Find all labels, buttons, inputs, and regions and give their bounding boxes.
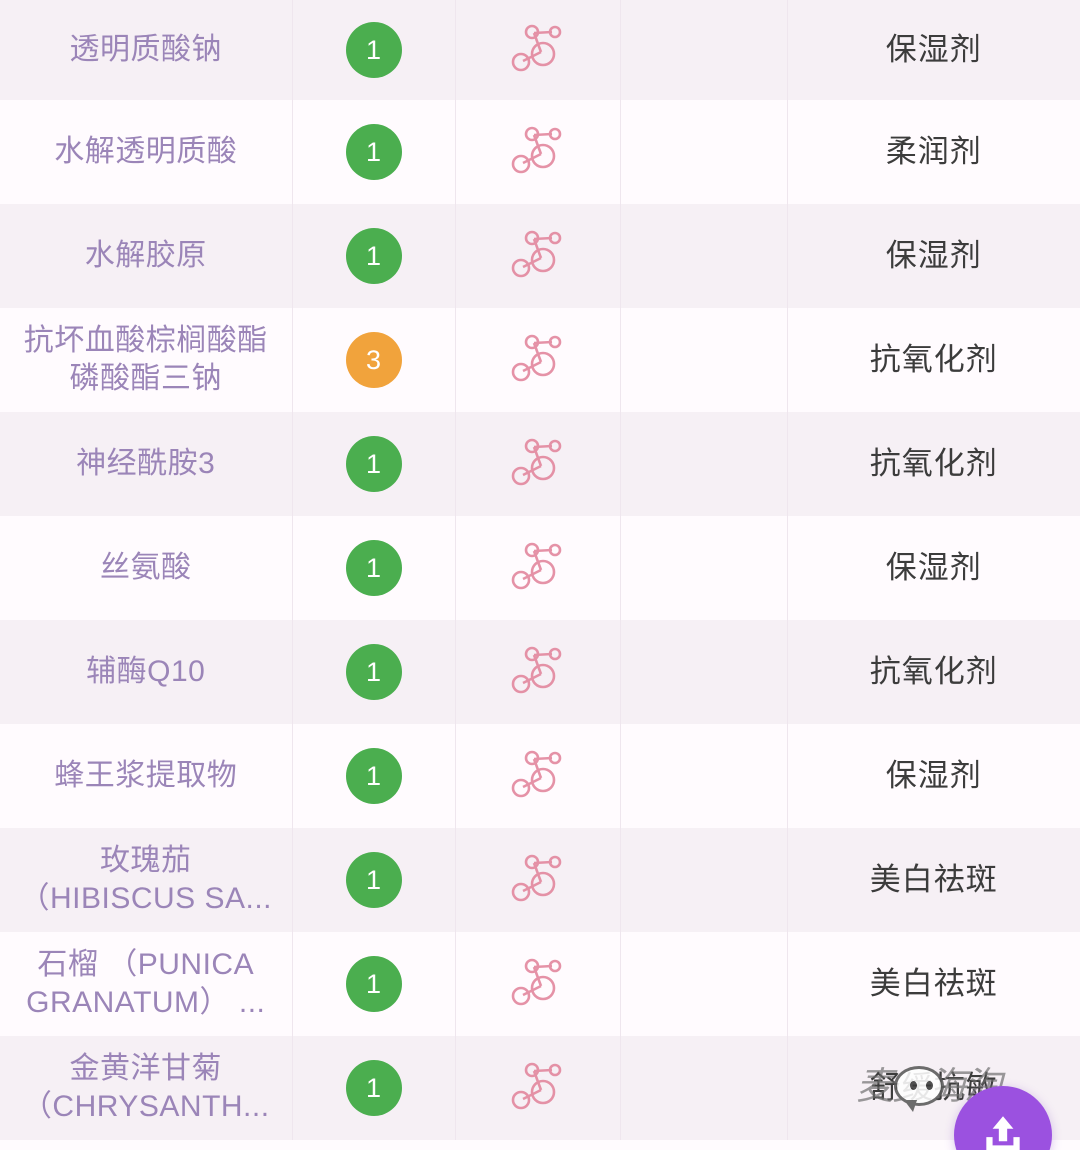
ingredient-name-cell[interactable]: 神经酰胺3 — [0, 412, 293, 516]
table-row[interactable]: 石榴 （PUNICA GRANATUM） ... 1 美白祛斑 — [0, 932, 1080, 1036]
ingredient-name-cell[interactable]: 水解胶原 — [0, 204, 293, 308]
status-badge: 3 — [345, 332, 402, 388]
spacer-cell — [620, 204, 788, 308]
share-upload-icon — [986, 1116, 1020, 1150]
status-badge: 1 — [345, 228, 402, 284]
molecule-icon — [511, 1062, 561, 1109]
function-cell: 保湿剂 — [787, 516, 1080, 620]
ingredient-name-cell[interactable]: 水解透明质酸 — [0, 100, 293, 204]
spacer-cell — [620, 828, 788, 932]
molecule-cell[interactable] — [455, 100, 621, 204]
status-badge: 1 — [345, 956, 402, 1012]
ingredient-name-cell[interactable]: 丝氨酸 — [0, 516, 293, 620]
table-row[interactable]: 水解胶原 1 保湿剂 — [0, 204, 1080, 308]
spacer-cell — [620, 412, 788, 516]
molecule-icon — [511, 126, 561, 173]
spacer-cell — [620, 1036, 788, 1140]
safety-score-cell: 1 — [292, 724, 456, 828]
spacer-cell — [620, 620, 788, 724]
safety-score-cell: 1 — [292, 828, 456, 932]
function-cell: 美白祛斑 — [787, 828, 1080, 932]
safety-score-cell: 1 — [292, 932, 456, 1036]
function-cell: 美白祛斑 — [787, 932, 1080, 1036]
function-cell: 抗氧化剂 — [787, 308, 1080, 412]
safety-score-cell: 1 — [292, 204, 456, 308]
table-row[interactable]: 丝氨酸 1 保湿剂 — [0, 516, 1080, 620]
molecule-icon — [511, 958, 561, 1005]
molecule-cell[interactable] — [455, 828, 621, 932]
function-cell: 抗氧化剂 — [787, 620, 1080, 724]
molecule-cell[interactable] — [455, 1036, 621, 1140]
function-cell: 柔润剂 — [787, 100, 1080, 204]
spacer-cell — [620, 0, 788, 100]
molecule-cell[interactable] — [455, 204, 621, 308]
function-cell: 抗氧化剂 — [787, 412, 1080, 516]
molecule-cell[interactable] — [455, 0, 621, 100]
molecule-cell[interactable] — [455, 724, 621, 828]
molecule-icon — [511, 542, 561, 589]
molecule-cell[interactable] — [455, 516, 621, 620]
ingredient-name-cell[interactable]: 抗坏血酸棕榈酸酯 磷酸酯三钠 — [0, 308, 293, 412]
molecule-cell[interactable] — [455, 308, 621, 412]
ingredient-name-cell[interactable]: 金黄洋甘菊 （CHRYSANTH... — [0, 1036, 293, 1140]
ingredient-name-cell[interactable]: 透明质酸钠 — [0, 0, 293, 100]
ingredient-name-cell[interactable]: 玫瑰茄 （HIBISCUS SA... — [0, 828, 293, 932]
spacer-cell — [620, 308, 788, 412]
function-cell: 保湿剂 — [787, 724, 1080, 828]
molecule-icon — [511, 230, 561, 277]
safety-score-cell: 1 — [292, 412, 456, 516]
ingredient-name-cell[interactable]: 石榴 （PUNICA GRANATUM） ... — [0, 932, 293, 1036]
status-badge: 1 — [345, 644, 402, 700]
status-badge: 1 — [345, 748, 402, 804]
table-row[interactable]: 金黄洋甘菊 （CHRYSANTH... 1 舒缓抗敏 — [0, 1036, 1080, 1140]
status-badge: 1 — [345, 22, 402, 78]
table-row[interactable]: 神经酰胺3 1 抗氧化剂 — [0, 412, 1080, 516]
table-row[interactable]: 辅酶Q10 1 抗氧化剂 — [0, 620, 1080, 724]
ingredient-name-cell[interactable]: 蜂王浆提取物 — [0, 724, 293, 828]
spacer-cell — [620, 932, 788, 1036]
function-cell: 保湿剂 — [787, 0, 1080, 100]
molecule-cell[interactable] — [455, 620, 621, 724]
status-badge: 1 — [345, 1060, 402, 1116]
molecule-icon — [511, 854, 561, 901]
status-badge: 1 — [345, 540, 402, 596]
molecule-cell[interactable] — [455, 932, 621, 1036]
table-row[interactable]: 蜂王浆提取物 1 保湿剂 — [0, 724, 1080, 828]
ingredient-name-cell[interactable]: 辅酶Q10 — [0, 620, 293, 724]
safety-score-cell: 1 — [292, 1036, 456, 1140]
molecule-icon — [511, 438, 561, 485]
table-row[interactable]: 透明质酸钠 1 保湿剂 — [0, 0, 1080, 100]
molecule-cell[interactable] — [455, 412, 621, 516]
safety-score-cell: 1 — [292, 516, 456, 620]
molecule-icon — [511, 750, 561, 797]
status-badge: 1 — [345, 124, 402, 180]
table-row[interactable]: 抗坏血酸棕榈酸酯 磷酸酯三钠 3 抗氧化剂 — [0, 308, 1080, 412]
table-row[interactable]: 玫瑰茄 （HIBISCUS SA... 1 美白祛斑 — [0, 828, 1080, 932]
spacer-cell — [620, 100, 788, 204]
spacer-cell — [620, 724, 788, 828]
molecule-icon — [511, 24, 561, 71]
table-row[interactable]: 水解透明质酸 1 柔润剂 — [0, 100, 1080, 204]
status-badge: 1 — [345, 852, 402, 908]
status-badge: 1 — [345, 436, 402, 492]
function-cell: 保湿剂 — [787, 204, 1080, 308]
spacer-cell — [620, 516, 788, 620]
molecule-icon — [511, 334, 561, 381]
safety-score-cell: 1 — [292, 100, 456, 204]
molecule-icon — [511, 646, 561, 693]
safety-score-cell: 1 — [292, 0, 456, 100]
safety-score-cell: 3 — [292, 308, 456, 412]
safety-score-cell: 1 — [292, 620, 456, 724]
